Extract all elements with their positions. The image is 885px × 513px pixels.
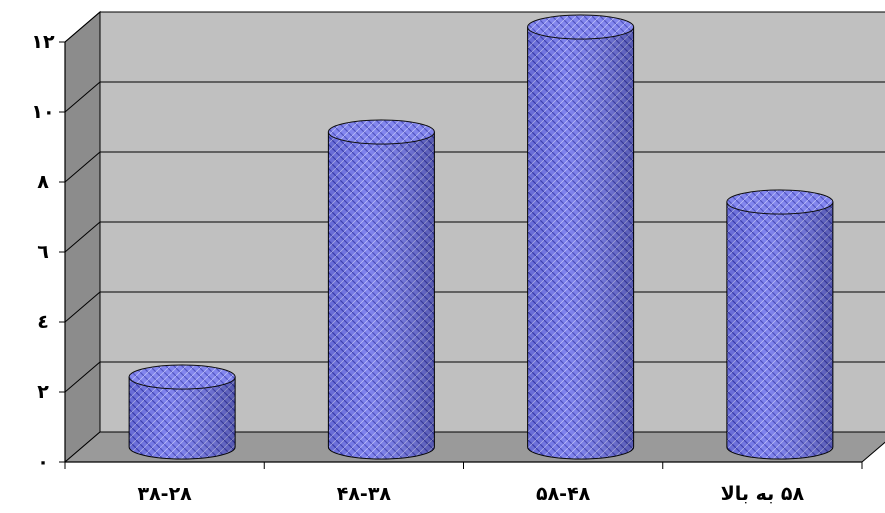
y-tick-label: ١٠ [31,101,54,123]
x-category-label: ۴۸-۳۸ [337,483,392,505]
cylinder-top-highlight [527,15,634,39]
cylinder-top [327,119,435,145]
cylinder-bar [726,189,834,460]
cylinder-top [726,189,834,215]
y-tick-label: ٠ [37,451,49,473]
cylinder-shade [328,132,435,459]
x-category-label: ۵۸ به بالا [721,483,805,505]
cylinder-shade [527,27,634,459]
x-category-label: ۳۸-۲۸ [137,483,192,505]
cylinder-top [128,364,236,390]
cylinder-shade [129,377,236,459]
cylinder-bar [327,119,435,460]
x-category-label: ۵۸-۴۸ [536,483,591,505]
cylinder-bar [527,14,635,460]
cylinder-top-highlight [726,190,833,214]
y-tick-label: ٢ [37,381,49,403]
labels-layer: ٠ ٢ ٤ ٦ ٨ ١٠ ١٢ ۳۸-۲۸ ۴۸-۳۸ ۵۸-۴۸ ۵۸ به بالا [31,31,804,505]
cylinder-shade [726,202,833,459]
gridline [64,11,885,43]
cylinder-bar [128,364,236,460]
y-tick-label: ٦ [37,241,49,263]
cylinder-top-highlight [328,120,435,144]
cylinder-top-highlight [129,365,236,389]
cylinder-top [527,14,635,40]
bars-layer [128,14,834,460]
y-tick-label: ١٢ [31,31,55,53]
y-tick-label: ٨ [37,171,49,193]
y-tick-label: ٤ [37,311,49,333]
